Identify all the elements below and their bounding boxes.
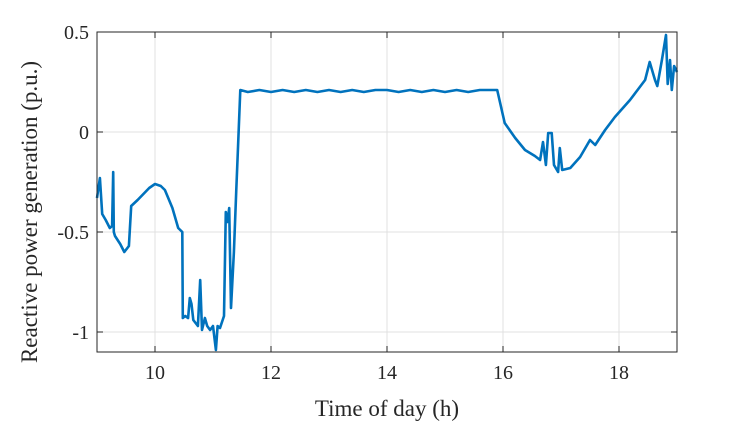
y-tick-label: -1	[72, 322, 89, 344]
y-axis-label: Reactive power generation (p.u.)	[17, 61, 42, 363]
series-layer	[95, 33, 679, 352]
x-tick-label: 18	[609, 362, 629, 384]
series-line	[95, 33, 679, 352]
x-tick-label: 10	[145, 362, 165, 384]
ticks: 10 12 14 16 18 -1 -0.5 0 0.5	[57, 22, 677, 384]
y-tick-label: -0.5	[57, 222, 89, 244]
x-tick-label: 12	[261, 362, 281, 384]
x-axis-label: Time of day (h)	[315, 396, 459, 421]
y-tick-label: 0	[79, 122, 89, 144]
x-tick-label: 14	[377, 362, 397, 384]
x-tick-label: 16	[493, 362, 513, 384]
y-tick-label: 0.5	[64, 22, 89, 44]
